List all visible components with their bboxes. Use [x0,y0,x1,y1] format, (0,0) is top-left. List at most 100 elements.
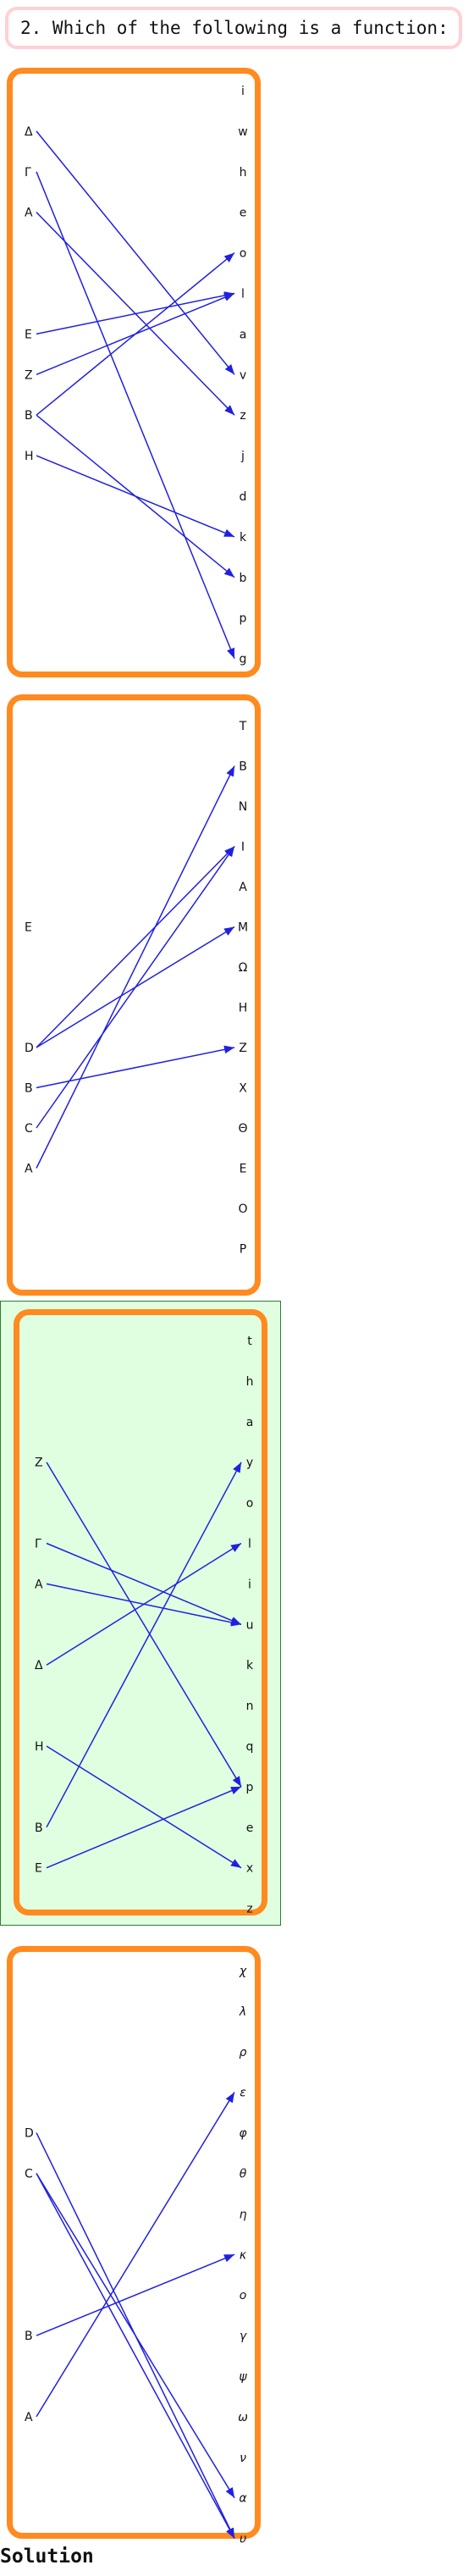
codomain-label: υ [240,2533,246,2546]
domain-label: A [25,207,33,220]
codomain-label: v [240,368,246,382]
codomain-label: κ [240,2248,247,2262]
domain-label: B [25,409,33,423]
codomain-label: e [246,1821,254,1835]
selected-option-highlight [0,1301,281,1926]
mapping-arrow [36,455,235,538]
option-panel-3[interactable]: t h a y o l i u k n q p e x z Z Γ A Δ H B E [14,1309,267,1916]
codomain-label: h [240,166,247,180]
codomain-label: γ [240,2330,247,2343]
mapping-arrow [36,1045,235,1089]
mapping-arrow [36,766,235,1169]
codomain-label: k [240,531,247,544]
option-panel-1[interactable]: i w h e o l a v z j d k b p g Δ Γ A E Z B H [7,68,261,677]
codomain-label: l [248,1538,251,1551]
question-text: 2. Which of the following is a function: [20,18,449,38]
mapping-arrow [46,1542,242,1666]
codomain-label: N [239,800,247,814]
domain-label: B [35,1821,43,1835]
codomain-label: u [246,1618,254,1632]
mapping-arrow [36,252,235,416]
domain-label: D [25,2127,34,2141]
codomain-label: n [246,1700,254,1713]
domain-label: B [25,1082,33,1096]
codomain-label: P [240,1243,246,1257]
mapping-arrow [36,845,235,1048]
codomain-label: Ω [239,961,248,975]
codomain-label: ρ [240,2046,247,2059]
codomain-label: B [239,760,247,774]
codomain-label: ε [240,2087,246,2100]
codomain-label: ο [240,2289,247,2302]
codomain-label: l [241,288,245,301]
codomain-label: p [246,1781,254,1794]
codomain-label: x [246,1862,253,1876]
codomain-label: E [240,1163,247,1176]
codomain-label: α [239,2492,247,2506]
domain-label: A [35,1578,43,1591]
codomain-label: k [246,1659,254,1672]
mapping-arrow [46,1462,242,1828]
mapping-arrow [36,171,235,659]
codomain-label: M [238,921,248,935]
mapping-diagram-4: χ λ ρ ε φ θ η κ ο γ ψ ω ν α υ D C B A [25,1965,248,2546]
codomain-label: Z [239,1042,247,1055]
domain-label: C [25,2168,33,2181]
mapping-arrow [46,1462,242,1788]
mapping-arrow [36,130,235,375]
codomain-label: y [246,1457,253,1470]
codomain-label: i [248,1578,251,1591]
codomain-label: η [240,2208,247,2221]
mapping-arrow [46,1786,242,1869]
domain-label: E [25,921,32,935]
codomain-label: X [239,1082,247,1096]
domain-label: H [25,450,34,463]
codomain-label: p [240,612,247,626]
codomain-label: w [238,125,247,139]
domain-label: C [25,1122,33,1136]
domain-label: Γ [35,1538,41,1551]
codomain-label: H [239,1002,248,1015]
codomain-label: z [246,1903,252,1916]
mapping-arrow [46,1745,242,1869]
codomain-label: i [241,85,245,98]
mapping-diagram-2: T B N I A M Ω H Z X Θ E O P E D B C A [25,720,248,1257]
codomain-label: a [246,1416,254,1429]
option-panel-2[interactable]: T B N I A M Ω H Z X Θ E O P E D B C A [7,694,261,1296]
codomain-label: q [246,1740,254,1754]
codomain-label: b [240,572,247,585]
codomain-label: ω [238,2411,248,2424]
codomain-label: a [240,328,247,341]
codomain-label: d [240,490,247,504]
mapping-arrow [46,1542,242,1625]
codomain-label: o [240,247,247,261]
codomain-label: A [239,881,247,894]
codomain-label: O [238,1202,247,1216]
domain-label: H [35,1740,44,1754]
option-panel-4[interactable]: χ λ ρ ε φ θ η κ ο γ ψ ω ν α υ D C B A [7,1946,261,2546]
mapping-diagram-3: t h a y o l i u k n q p e x z Z Γ A Δ H B E [35,1335,254,1916]
domain-label: Γ [25,166,31,180]
mapping-arrow [36,2253,235,2336]
codomain-label: ν [240,2452,246,2465]
domain-label: E [35,1862,42,1876]
mapping-arrow [36,291,235,335]
codomain-label: j [240,450,245,463]
codomain-label: Θ [238,1122,247,1136]
mapping-diagram-1: i w h e o l a v z j d k b p g Δ Γ A E Z B H [25,85,248,666]
question-box: 2. Which of the following is a function: [5,7,462,49]
domain-label: Δ [35,1659,43,1672]
codomain-label: ψ [239,2370,247,2384]
domain-label: A [25,1163,33,1176]
codomain-label: z [240,409,245,423]
codomain-label: T [239,720,247,733]
mapping-arrow [36,2173,235,2499]
mapping-arrow [36,2092,235,2418]
domain-label: D [25,1042,34,1055]
domain-label: Δ [25,125,33,139]
codomain-label: g [240,653,247,666]
solution-heading: Solution [0,2546,94,2568]
codomain-label: h [246,1375,254,1389]
codomain-label: λ [239,2005,246,2019]
codomain-label: θ [240,2168,247,2181]
